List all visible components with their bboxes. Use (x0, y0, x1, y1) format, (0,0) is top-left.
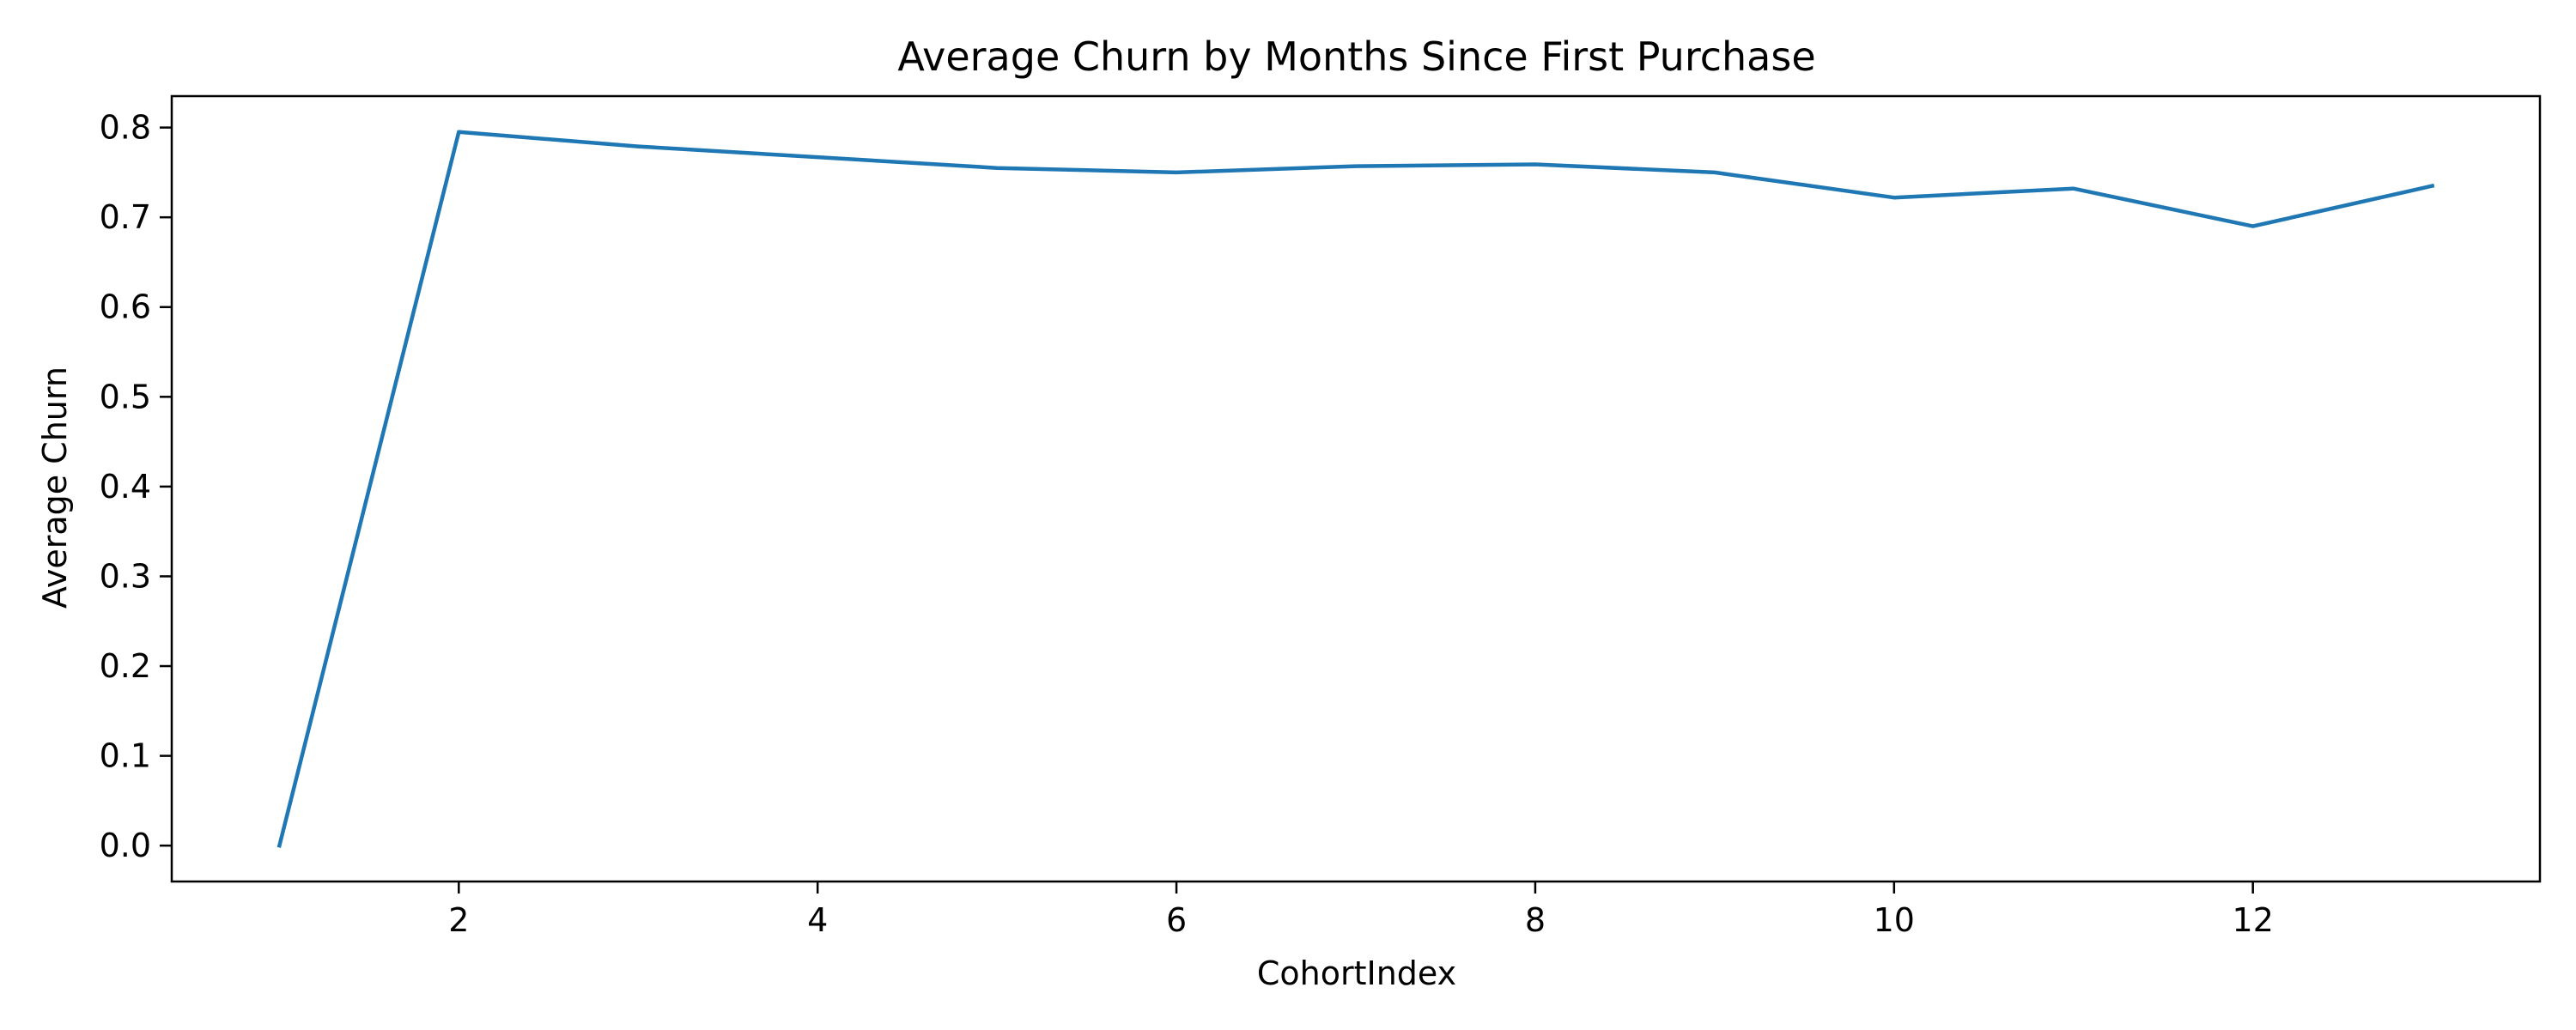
plot-frame (170, 94, 2542, 883)
x-tick-label: 12 (2233, 901, 2274, 939)
y-tick-label: 0.2 (100, 647, 151, 685)
series-line-0 (276, 130, 2435, 848)
y-tick-label: 0.4 (100, 468, 151, 506)
x-tick-label: 8 (1525, 901, 1546, 939)
y-tick-label: 0.1 (100, 737, 151, 775)
x-tick-label: 6 (1166, 901, 1187, 939)
y-tick-label: 0.5 (100, 378, 151, 415)
y-tick-label: 0.6 (100, 288, 151, 326)
x-tick-label: 4 (807, 901, 828, 939)
y-tick-label: 0.8 (100, 109, 151, 147)
y-tick-label: 0.3 (100, 557, 151, 595)
y-tick-label: 0.0 (100, 827, 151, 864)
x-axis-label: CohortIndex (1257, 954, 1456, 992)
chart-title: Average Churn by Months Since First Purc… (897, 33, 1815, 80)
y-axis-label: Average Churn (36, 367, 74, 609)
y-tick-label: 0.7 (100, 198, 151, 236)
plot-area: 2 4 6 8 10 12 0.0 0.1 0.2 0.3 0.4 0.5 0.6 0.7 0.8 (100, 94, 2542, 939)
x-tick-label: 2 (448, 901, 469, 939)
x-tick-label: 10 (1874, 901, 1915, 939)
